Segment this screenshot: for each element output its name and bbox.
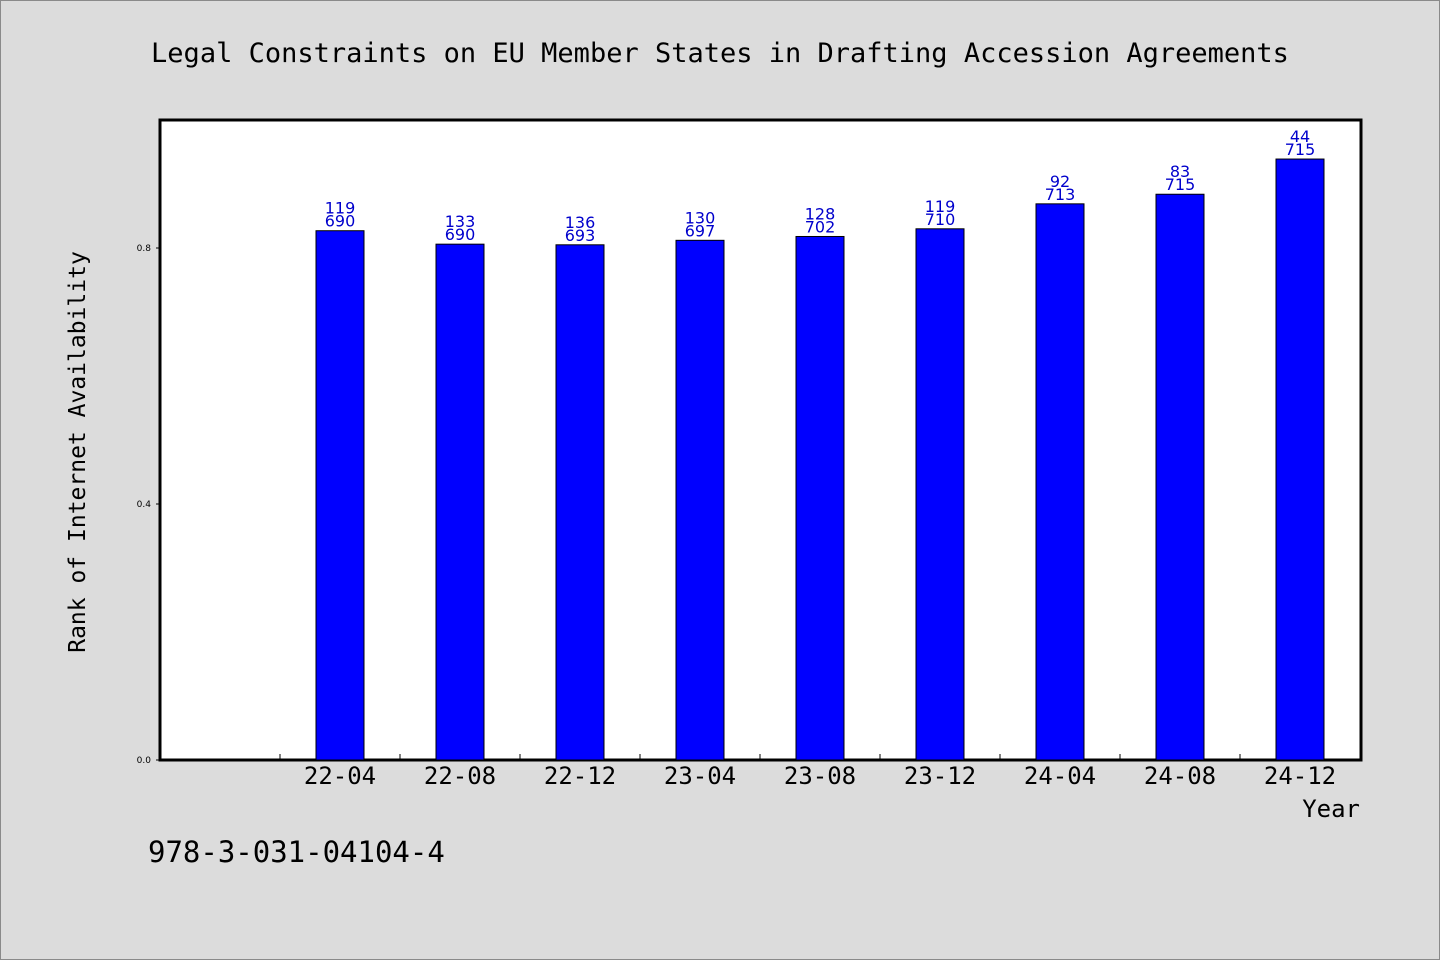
- isbn-footer: 978-3-031-04104-4: [148, 835, 445, 869]
- data-label-top: 44: [1290, 127, 1310, 146]
- data-label-top: 119: [925, 197, 956, 216]
- data-label-top: 133: [445, 212, 476, 231]
- bar: [555, 244, 605, 761]
- data-label-bottom: 710: [925, 210, 956, 229]
- bar: [1155, 193, 1205, 761]
- y-axis-label: Rank of Internet Availability: [65, 251, 91, 653]
- x-tick-label: 22-12: [544, 762, 616, 790]
- x-tick-label: 24-08: [1144, 762, 1216, 790]
- data-label-bottom: 713: [1045, 185, 1076, 204]
- data-label-bottom: 715: [1285, 140, 1316, 159]
- data-label-bottom: 715: [1165, 175, 1196, 194]
- data-label-top: 119: [325, 199, 356, 218]
- x-tick-label: 22-08: [424, 762, 496, 790]
- data-label-top: 83: [1170, 162, 1190, 181]
- bar: [1035, 203, 1085, 761]
- x-tick-label: 22-04: [304, 762, 376, 790]
- x-tick-label: 24-04: [1024, 762, 1096, 790]
- y-tick-label: 0.8: [137, 244, 152, 254]
- chart-title: Legal Constraints on EU Member States in…: [151, 38, 1289, 69]
- x-tick-label: 23-04: [664, 762, 736, 790]
- bar: [315, 230, 365, 761]
- bars-group: [315, 158, 1325, 761]
- bar: [795, 235, 845, 761]
- data-label-top: 130: [685, 208, 716, 227]
- data-label-bottom: 697: [685, 221, 716, 240]
- data-label-bottom: 693: [565, 226, 596, 245]
- data-label-top: 128: [805, 204, 836, 223]
- data-label-top: 92: [1050, 172, 1070, 191]
- x-tick-label: 23-12: [904, 762, 976, 790]
- y-tick-label: 0.0: [137, 756, 152, 766]
- bar: [675, 239, 725, 761]
- y-tick-label: 0.4: [137, 500, 152, 510]
- data-label-bottom: 702: [805, 217, 836, 236]
- x-tick-label: 23-08: [784, 762, 856, 790]
- data-label-bottom: 690: [325, 212, 356, 231]
- bar: [435, 243, 485, 761]
- x-tick-label: 24-12: [1264, 762, 1336, 790]
- x-axis-label: Year: [1302, 795, 1360, 823]
- data-label-bottom: 690: [445, 225, 476, 244]
- y-axis: 0.0 0.4 0.8: [137, 244, 160, 766]
- bar: [915, 228, 965, 761]
- bar: [1275, 158, 1325, 761]
- x-axis: 22-04 22-08 22-12 23-04 23-08 23-12 24-04 24-08…: [279, 754, 1336, 790]
- data-label-top: 136: [565, 213, 596, 232]
